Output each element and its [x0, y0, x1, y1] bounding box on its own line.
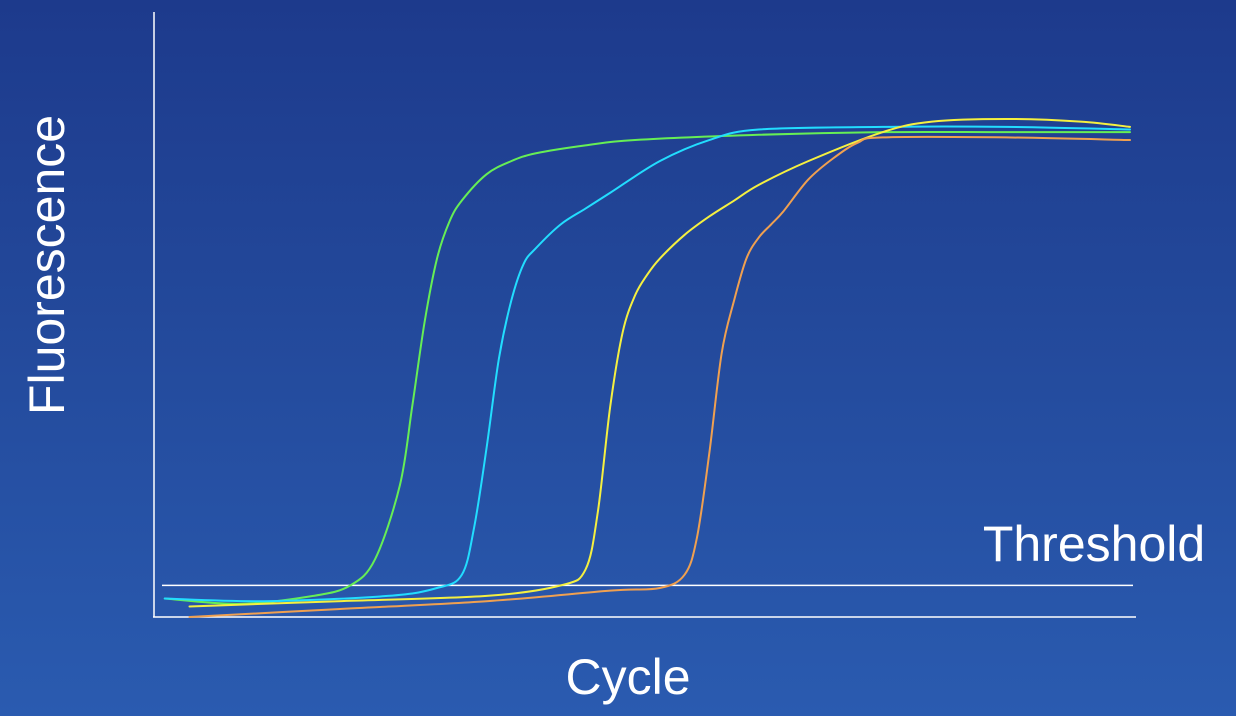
y-axis-label: Fluorescence	[19, 114, 75, 416]
series-line-4	[188, 135, 1131, 618]
series-line-3	[188, 117, 1131, 608]
series-layer	[163, 117, 1131, 618]
x-axis-label: Cycle	[565, 649, 691, 705]
series-line-2	[163, 125, 1131, 603]
series-line-1	[163, 130, 1131, 605]
threshold-label: Threshold	[982, 516, 1206, 572]
